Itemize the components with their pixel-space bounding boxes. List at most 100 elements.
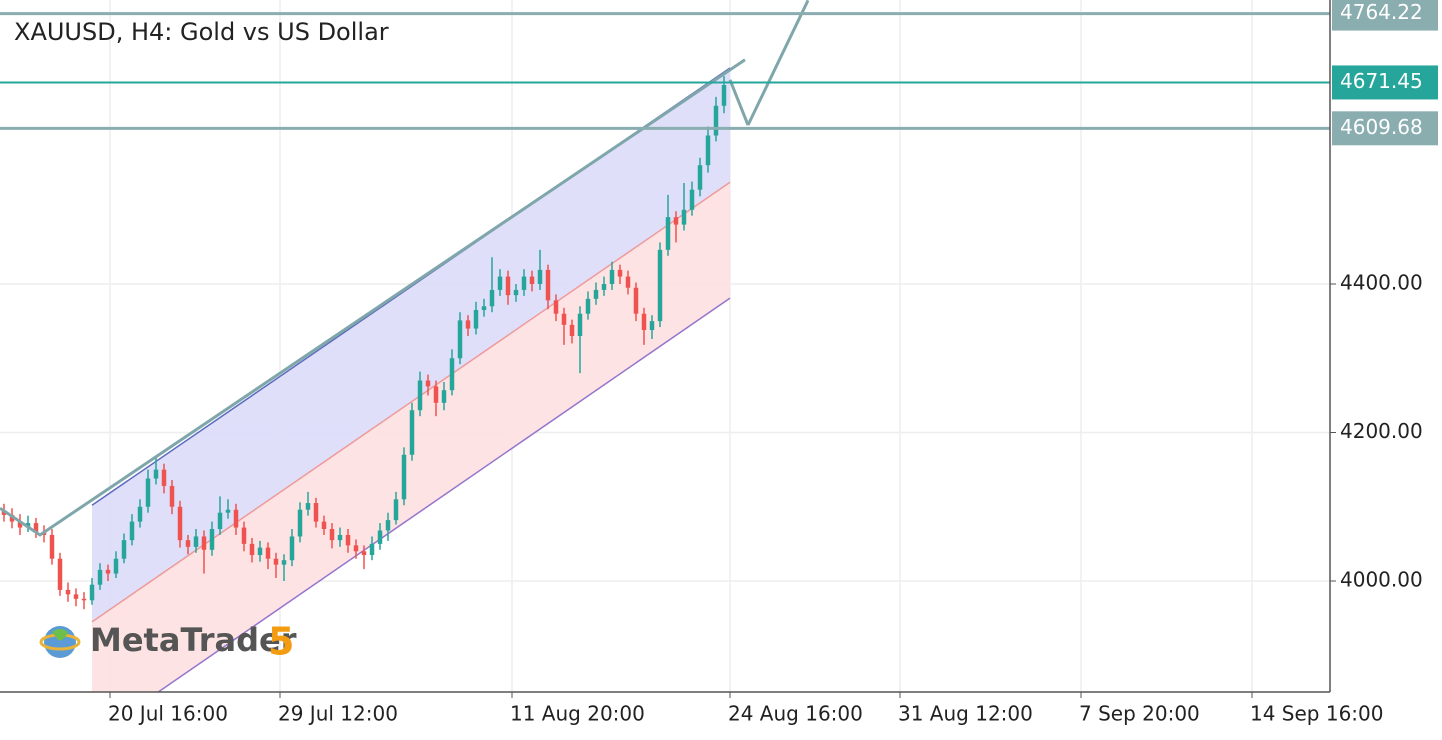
candle-body (681, 209, 687, 225)
candle-body (265, 547, 271, 559)
candle-body (609, 269, 615, 285)
candle-body (113, 558, 119, 574)
candle-body (57, 558, 63, 590)
candle-body (217, 512, 223, 530)
x-tick-label: 24 Aug 16:00 (728, 702, 863, 726)
candle-body (529, 276, 535, 285)
candle-body (641, 313, 647, 331)
chart-title: XAUUSD, H4: Gold vs US Dollar (14, 18, 389, 46)
candle-body (505, 276, 511, 296)
candle-body (89, 584, 95, 601)
candle-body (673, 217, 679, 225)
candle-body (521, 276, 527, 290)
candle-body (561, 313, 567, 325)
candle-body (577, 313, 583, 336)
price-label: 4671.45 (1340, 69, 1423, 93)
candle-body (481, 306, 487, 310)
candle-body (617, 269, 623, 277)
candle-body (409, 410, 415, 455)
candle-body (249, 543, 255, 556)
candle-body (129, 521, 135, 541)
candle-body (633, 287, 639, 314)
plot-area (0, 0, 1330, 692)
candle-body (225, 509, 231, 513)
candle-body (489, 289, 495, 307)
axes: 4000.00 4200.00 4400.00 20 Jul 16:00 29 Jul … (108, 0, 1438, 726)
candle-body (665, 217, 671, 250)
candle-body (345, 534, 351, 546)
candle-body (497, 276, 503, 290)
x-tick-label: 14 Sep 16:00 (1250, 702, 1384, 726)
y-tick-label: 4000.00 (1340, 567, 1423, 591)
candle-body (337, 534, 343, 541)
candle-body (425, 380, 431, 387)
candle-body (369, 543, 375, 556)
candle-body (689, 189, 695, 210)
candle-body (201, 536, 207, 550)
candle-body (49, 534, 55, 559)
price-label: 4764.22 (1340, 0, 1423, 24)
candle-body (713, 105, 719, 136)
candle-body (281, 560, 287, 565)
candle-body (169, 485, 175, 507)
candle-body (329, 529, 335, 541)
price-label-bg (1332, 65, 1438, 100)
logo-text: MetaTrader (90, 621, 297, 659)
candle-body (401, 454, 407, 500)
candle-body (73, 594, 79, 599)
candle-body (473, 309, 479, 329)
logo-number: 5 (268, 620, 294, 664)
candle-body (537, 269, 543, 285)
candle-body (257, 547, 263, 556)
candle-body (385, 520, 391, 531)
candle-body (393, 499, 399, 521)
candle-body (313, 503, 319, 522)
candle-body (553, 300, 559, 314)
candle-body (513, 289, 519, 296)
trendline (728, 79, 750, 126)
trendline (746, 0, 810, 126)
candle-body (361, 551, 367, 556)
channel-lower-line (156, 297, 731, 692)
candle-body (121, 540, 127, 559)
candle-body (97, 569, 103, 585)
candle-body (9, 514, 15, 522)
candle-body (601, 284, 607, 290)
price-label-bg (1332, 0, 1438, 31)
candle-body (297, 509, 303, 537)
candle-body (209, 529, 215, 550)
candle-body (417, 380, 423, 411)
candle-body (585, 298, 591, 314)
x-tick-label: 29 Jul 12:00 (278, 702, 398, 726)
candle-body (377, 530, 383, 544)
candle-body (465, 320, 471, 329)
candle-body (33, 523, 39, 532)
candle-body (657, 249, 663, 322)
candle-body (105, 569, 111, 574)
logo-land (52, 629, 68, 641)
candle-body (185, 540, 191, 547)
candle-body (649, 321, 655, 331)
candle-body (137, 506, 143, 522)
candle-body (353, 545, 359, 552)
channel-upper-fill (92, 67, 730, 622)
candle-body (321, 521, 327, 530)
x-tick-label: 20 Jul 16:00 (108, 702, 228, 726)
y-tick-label: 4400.00 (1340, 271, 1423, 295)
y-tick-label: 4200.00 (1340, 419, 1423, 443)
candle-body (705, 135, 711, 166)
candle-body (697, 165, 703, 190)
candle-body (305, 503, 311, 510)
price-label-bg (1332, 111, 1438, 146)
candle-body (273, 558, 279, 565)
candle-body (193, 536, 199, 547)
candle-body (449, 358, 455, 391)
candle-body (441, 390, 447, 403)
candle-body (145, 478, 151, 507)
candle-body (433, 386, 439, 403)
candle-body (241, 527, 247, 544)
candle-body (593, 289, 599, 299)
channel-middle-line (91, 181, 731, 623)
candle-body (233, 509, 239, 528)
